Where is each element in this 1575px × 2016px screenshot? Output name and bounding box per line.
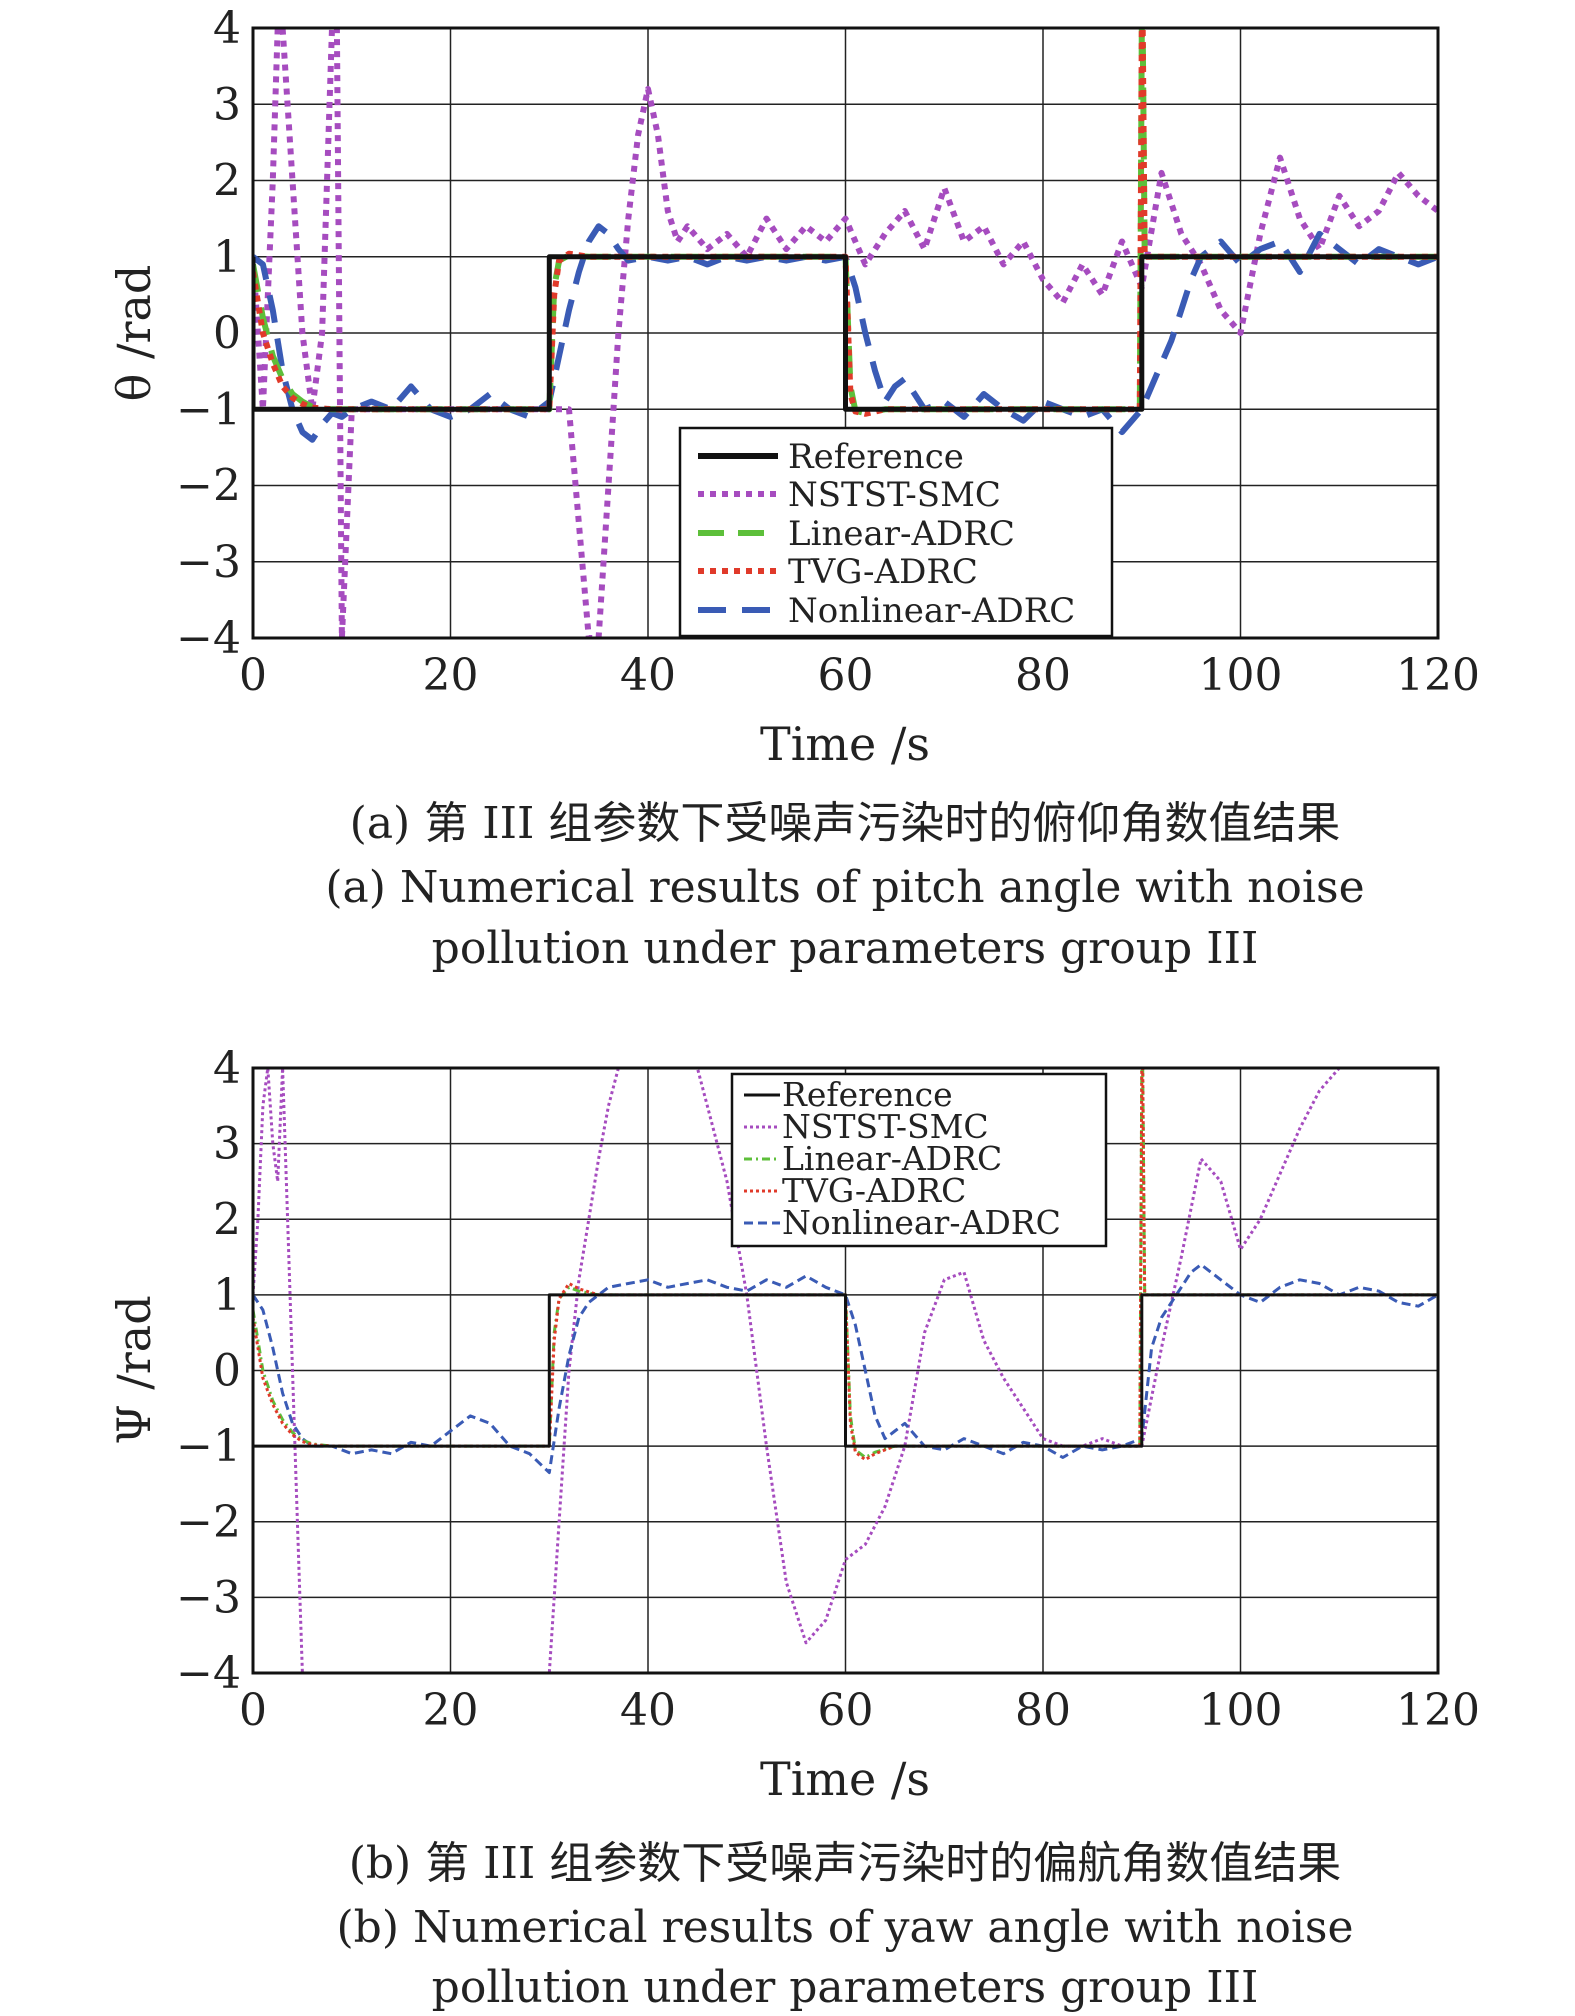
- y-tick-label-b-6: −2: [176, 1497, 241, 1548]
- series-lines-b: [253, 1068, 1438, 1673]
- legend-label-a-3: TVG-ADRC: [788, 552, 978, 592]
- y-tick-label-a-7: −3: [176, 537, 241, 588]
- x-tick-label-a-6: 120: [1396, 650, 1480, 701]
- legend-label-b-0: Reference: [782, 1075, 953, 1114]
- x-tick-label-b-1: 20: [423, 1685, 479, 1736]
- caption-a-en-1: (a) Numerical results of pitch angle wit…: [325, 862, 1364, 913]
- y-axis-title-a: θ /rad: [107, 265, 161, 402]
- x-tick-label-a-0: 0: [239, 650, 267, 701]
- legend-label-b-4: Nonlinear-ADRC: [782, 1203, 1061, 1242]
- chart-panel-a: 0 20 40 60 80 100 120 4 3 2 1 0 −1 −2 −3 −4 Time /s θ /…: [107, 3, 1480, 974]
- series-lines-a: [253, 28, 1438, 638]
- x-tick-label-b-2: 40: [620, 1685, 676, 1736]
- caption-b-en-2: pollution under parameters group III: [432, 1962, 1259, 2012]
- series-line-b-reference: [253, 1293, 1438, 1448]
- y-tick-label-a-0: 4: [213, 3, 241, 54]
- legend-label-b-2: Linear-ADRC: [782, 1139, 1002, 1178]
- y-tick-label-a-3: 1: [213, 232, 241, 283]
- y-tick-label-a-6: −2: [176, 461, 241, 512]
- x-axis-title-a: Time /s: [760, 717, 930, 771]
- legend-label-a-0: Reference: [788, 437, 964, 477]
- x-tick-label-a-4: 80: [1015, 650, 1071, 701]
- tick-labels-b: 0 20 40 60 80 100 120 4 3 2 1 0 −1 −2 −3 −4: [176, 1043, 1480, 1736]
- legend-label-b-3: TVG-ADRC: [782, 1171, 966, 1210]
- legend-label-b-1: NSTST-SMC: [782, 1107, 989, 1146]
- y-tick-label-a-4: 0: [213, 308, 241, 359]
- x-tick-label-a-5: 100: [1199, 650, 1283, 701]
- series-line-a-linear-adrc: [253, 28, 1438, 417]
- series-line-a-nonlinear-adrc: [253, 223, 1438, 443]
- chart-panel-b: 0 20 40 60 80 100 120 4 3 2 1 0 −1 −2 −3 −4 Time /s Ψ /…: [107, 1043, 1480, 2013]
- x-tick-label-b-3: 60: [818, 1685, 874, 1736]
- y-tick-label-a-8: −4: [176, 613, 241, 664]
- y-tick-label-b-1: 3: [213, 1119, 241, 1170]
- x-tick-label-b-0: 0: [239, 1685, 267, 1736]
- legend-b: Reference NSTST-SMC Linear-ADRC TVG-ADRC…: [730, 1072, 1108, 1248]
- caption-a-en-2: pollution under parameters group III: [432, 923, 1259, 974]
- y-tick-label-a-1: 3: [213, 79, 241, 130]
- legend-a: Reference NSTST-SMC Linear-ADRC TVG-ADRC…: [678, 426, 1114, 638]
- y-tick-label-b-5: −1: [176, 1421, 241, 1472]
- series-line-b-linear-adrc: [253, 1068, 1438, 1459]
- y-tick-label-b-0: 4: [213, 1043, 241, 1094]
- series-line-a-reference: [253, 254, 1438, 412]
- x-tick-label-b-6: 120: [1396, 1685, 1480, 1736]
- legend-label-a-2: Linear-ADRC: [788, 514, 1015, 554]
- y-tick-label-b-8: −4: [176, 1648, 241, 1699]
- y-axis-title-b: Ψ /rad: [107, 1295, 161, 1444]
- y-tick-label-b-7: −3: [176, 1572, 241, 1623]
- series-line-a-tvg-adrc: [253, 28, 1438, 417]
- x-axis-title-b: Time /s: [760, 1752, 930, 1806]
- y-tick-label-b-4: 0: [213, 1346, 241, 1397]
- tick-labels-a: 0 20 40 60 80 100 120 4 3 2 1 0 −1 −2 −3 −4: [176, 3, 1480, 701]
- x-tick-label-a-3: 60: [818, 650, 874, 701]
- y-tick-label-b-3: 1: [213, 1270, 241, 1321]
- y-tick-label-b-2: 2: [213, 1194, 241, 1245]
- legend-label-a-1: NSTST-SMC: [788, 475, 1001, 515]
- plot-frame-b: [251, 1066, 1440, 1675]
- legend-box-b: [730, 1072, 1108, 1248]
- plot-frame-a: [251, 26, 1440, 640]
- series-line-a-nstst-smc: [253, 28, 1438, 638]
- caption-b-en-1: (b) Numerical results of yaw angle with …: [336, 1902, 1353, 1953]
- y-tick-label-a-2: 2: [213, 156, 241, 207]
- y-tick-label-a-5: −1: [176, 384, 241, 435]
- x-tick-label-a-2: 40: [620, 650, 676, 701]
- caption-a-cn: (a) 第 III 组参数下受噪声污染时的俯仰角数值结果: [350, 798, 1341, 849]
- x-tick-label-b-5: 100: [1199, 1685, 1283, 1736]
- legend-label-a-4: Nonlinear-ADRC: [788, 591, 1075, 631]
- x-tick-label-a-1: 20: [423, 650, 479, 701]
- x-tick-label-b-4: 80: [1015, 1685, 1071, 1736]
- caption-b-cn: (b) 第 III 组参数下受噪声污染时的偏航角数值结果: [349, 1838, 1342, 1889]
